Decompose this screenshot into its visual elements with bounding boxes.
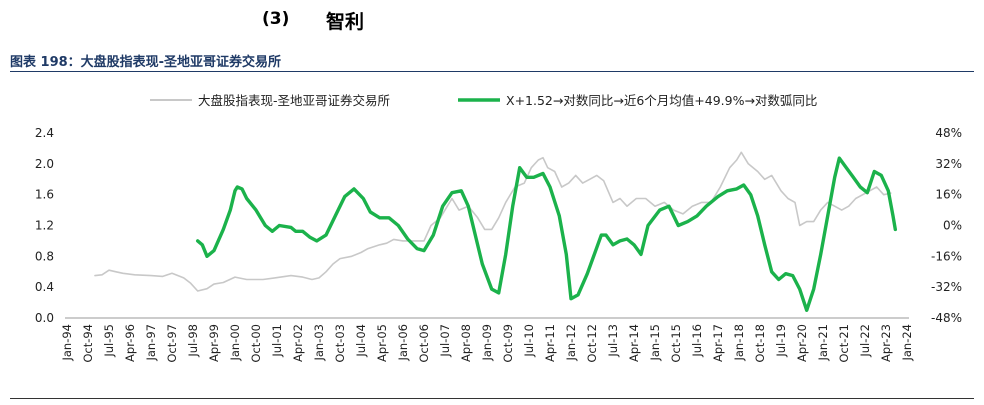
- x-tick-label: Oct-03: [333, 324, 347, 363]
- chart-legend: 大盘股指表现-圣地亚哥证券交易所 X+1.52→对数同比→近6个月均值+49.9%…: [150, 93, 817, 108]
- y-left-tick-label: 0.0: [35, 311, 54, 325]
- x-tick-label: Jul-01: [270, 324, 284, 358]
- y-left-tick-label: 1.2: [35, 219, 54, 233]
- x-tick-label: Apr-05: [375, 324, 389, 362]
- chart-plot-area: [94, 151, 897, 312]
- y-right-tick-label: 0%: [943, 219, 962, 233]
- x-tick-label: Apr-14: [627, 324, 641, 362]
- y-left-tick-label: 1.6: [35, 188, 54, 202]
- y-right-tick-label: -32%: [931, 280, 962, 294]
- x-tick-label: Jan-24: [900, 324, 914, 362]
- x-tick-label: Jan-21: [816, 324, 830, 362]
- series-line-indicator: [196, 156, 897, 312]
- x-tick-label: Oct-15: [669, 324, 683, 363]
- x-tick-label: Jul-04: [354, 324, 368, 358]
- y-left-tick-label: 0.8: [35, 249, 54, 263]
- x-tick-label: Apr-08: [459, 324, 473, 362]
- y-right-tick-label: -48%: [931, 311, 962, 325]
- legend-label: X+1.52→对数同比→近6个月均值+49.9%→对数弧同比: [506, 93, 817, 108]
- line-chart: 大盘股指表现-圣地亚哥证券交易所 X+1.52→对数同比→近6个月均值+49.9%…: [35, 93, 962, 363]
- x-tick-label: Jan-94: [60, 324, 74, 362]
- x-tick-label: Oct-21: [837, 324, 851, 363]
- x-tick-label: Jul-22: [858, 324, 872, 358]
- y-left-tick-label: 2.4: [35, 126, 54, 140]
- x-tick-label: Jan-00: [228, 324, 242, 362]
- x-tick-label: Oct-18: [753, 324, 767, 363]
- top-divider: [10, 71, 974, 72]
- legend-label: 大盘股指表现-圣地亚哥证券交易所: [198, 93, 390, 108]
- x-tick-label: Apr-99: [207, 324, 221, 362]
- section-number: (3): [262, 9, 290, 29]
- x-tick-label: Oct-97: [165, 324, 179, 363]
- series-line-index: [94, 151, 892, 292]
- x-tick-label: Jul-10: [522, 324, 536, 358]
- x-tick-label: Jul-13: [606, 324, 620, 358]
- y-left-tick-label: 2.0: [35, 157, 54, 171]
- x-tick-label: Jan-09: [480, 324, 494, 362]
- x-tick-label: Apr-96: [123, 324, 137, 362]
- figure-title: 图表 198：大盘股指表现-圣地亚哥证券交易所: [10, 55, 282, 70]
- x-tick-label: Jan-97: [144, 324, 158, 362]
- x-tick-label: Jul-19: [774, 324, 788, 358]
- x-tick-label: Oct-09: [501, 324, 515, 363]
- y-right-tick-label: -16%: [931, 249, 962, 263]
- x-tick-label: Apr-11: [543, 324, 557, 362]
- bottom-divider: [10, 398, 974, 399]
- y-right-tick-label: 16%: [935, 188, 962, 202]
- section-heading: (3) 智利: [0, 0, 984, 40]
- x-tick-label: Jul-98: [186, 324, 200, 358]
- x-tick-label: Jan-15: [648, 324, 662, 362]
- x-tick-label: Jul-07: [438, 324, 452, 358]
- y-right-tick-label: 32%: [935, 157, 962, 171]
- x-tick-label: Apr-17: [711, 324, 725, 362]
- x-tick-label: Oct-94: [81, 324, 95, 363]
- x-tick-label: Apr-20: [795, 324, 809, 362]
- x-tick-label: Jan-06: [396, 324, 410, 362]
- x-tick-label: Jan-18: [732, 324, 746, 362]
- y-left-tick-label: 0.4: [35, 280, 54, 294]
- x-tick-label: Apr-23: [879, 324, 893, 362]
- x-tick-label: Apr-02: [291, 324, 305, 362]
- x-tick-label: Jan-12: [564, 324, 578, 362]
- x-tick-label: Jul-16: [690, 324, 704, 358]
- section-title: 智利: [326, 11, 365, 33]
- x-tick-label: Jan-03: [312, 324, 326, 362]
- y-right-tick-label: 48%: [935, 126, 962, 140]
- x-tick-label: Oct-00: [249, 324, 263, 363]
- x-tick-label: Jul-95: [102, 324, 116, 358]
- chart-axes: 0.0 0.4 0.8 1.2 1.6 2.0 2.4 -48% -32% -16% 0% 16% 32…: [35, 126, 962, 363]
- x-tick-label: Oct-12: [585, 324, 599, 363]
- x-tick-label: Oct-06: [417, 324, 431, 363]
